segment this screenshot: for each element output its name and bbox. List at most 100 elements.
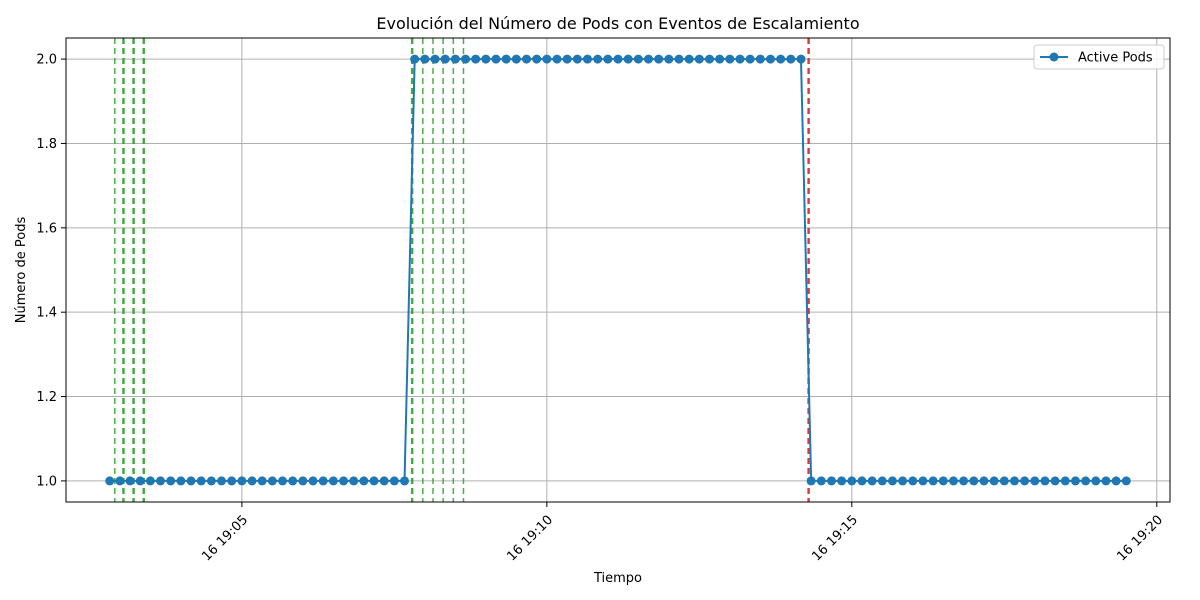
data-point (694, 54, 704, 64)
data-point (105, 476, 115, 486)
data-point (704, 54, 714, 64)
data-point (918, 476, 928, 486)
data-point (359, 476, 369, 486)
data-point (867, 476, 877, 486)
legend-label: Active Pods (1078, 51, 1153, 66)
data-point (837, 476, 847, 486)
data-point (725, 54, 735, 64)
data-point (532, 54, 542, 64)
data-point (603, 54, 613, 64)
x-axis: 16 19:05 16 19:10 16 19:15 16 19:20 (199, 502, 1166, 564)
data-point (511, 54, 521, 64)
data-point (1050, 476, 1060, 486)
data-point (1030, 476, 1040, 486)
data-point (318, 476, 328, 486)
data-point (522, 54, 532, 64)
y-tick-label: 1.6 (36, 221, 57, 236)
x-axis-label: Tiempo (593, 571, 642, 586)
data-point (806, 476, 816, 486)
data-point (643, 54, 653, 64)
data-point (1121, 476, 1131, 486)
data-point (887, 476, 897, 486)
data-point (1060, 476, 1070, 486)
data-point (847, 476, 857, 486)
data-point (593, 54, 603, 64)
data-point (562, 54, 572, 64)
data-point (125, 476, 135, 486)
legend-box (1033, 44, 1165, 70)
series-group (105, 54, 1131, 486)
data-point (857, 476, 867, 486)
data-point (755, 54, 765, 64)
data-point (1091, 476, 1101, 486)
data-point (938, 476, 948, 486)
data-point (552, 54, 562, 64)
data-point (278, 476, 288, 486)
plot-frame (65, 37, 1171, 503)
scaling-event-lines (114, 38, 810, 502)
data-point (1081, 476, 1091, 486)
y-tick-label: 1.8 (36, 137, 57, 152)
data-point (623, 54, 633, 64)
y-axis: 1.0 1.2 1.4 1.6 1.8 2.0 (36, 53, 66, 489)
data-point (979, 476, 989, 486)
data-point (298, 476, 308, 486)
data-point (440, 54, 450, 64)
data-point (654, 54, 664, 64)
data-point (999, 476, 1009, 486)
y-tick-label: 2.0 (36, 53, 57, 68)
data-point (267, 476, 277, 486)
data-point (908, 476, 918, 486)
data-point (948, 476, 958, 486)
data-point (583, 54, 593, 64)
data-point (633, 54, 643, 64)
data-point (176, 476, 186, 486)
data-point (227, 476, 237, 486)
y-tick-label: 1.4 (36, 306, 57, 321)
data-point (664, 54, 674, 64)
data-point (156, 476, 166, 486)
data-point (501, 54, 511, 64)
x-tick-label: 16 19:20 (1114, 513, 1166, 565)
data-point (217, 476, 227, 486)
y-axis-label: Número de Pods (14, 217, 29, 324)
data-point (898, 476, 908, 486)
data-point (684, 54, 694, 64)
data-point (206, 476, 216, 486)
data-point (389, 476, 399, 486)
data-point (166, 476, 176, 486)
legend: Active Pods (1033, 44, 1165, 70)
data-point (1009, 476, 1019, 486)
data-point (400, 476, 410, 486)
data-point (1070, 476, 1080, 486)
data-point (339, 476, 349, 486)
data-point (542, 54, 552, 64)
data-point (328, 476, 338, 486)
data-point (369, 476, 379, 486)
data-point (786, 54, 796, 64)
data-point (247, 476, 257, 486)
x-tick-label: 16 19:15 (809, 513, 861, 565)
data-point (461, 54, 471, 64)
data-point (826, 476, 836, 486)
data-point (989, 476, 999, 486)
data-point (796, 54, 806, 64)
data-point (765, 54, 775, 64)
data-point (430, 54, 440, 64)
data-point (715, 54, 725, 64)
data-point (196, 476, 206, 486)
series-line (109, 58, 1127, 482)
grid (66, 38, 1170, 502)
data-point (379, 476, 389, 486)
data-point (572, 54, 582, 64)
legend-marker (1049, 52, 1059, 62)
data-point (135, 476, 145, 486)
data-point (349, 476, 359, 486)
data-point (1040, 476, 1050, 486)
y-tick-label: 1.2 (36, 390, 57, 405)
data-point (491, 54, 501, 64)
data-point (186, 476, 196, 486)
data-point (410, 54, 420, 64)
data-point (1020, 476, 1030, 486)
